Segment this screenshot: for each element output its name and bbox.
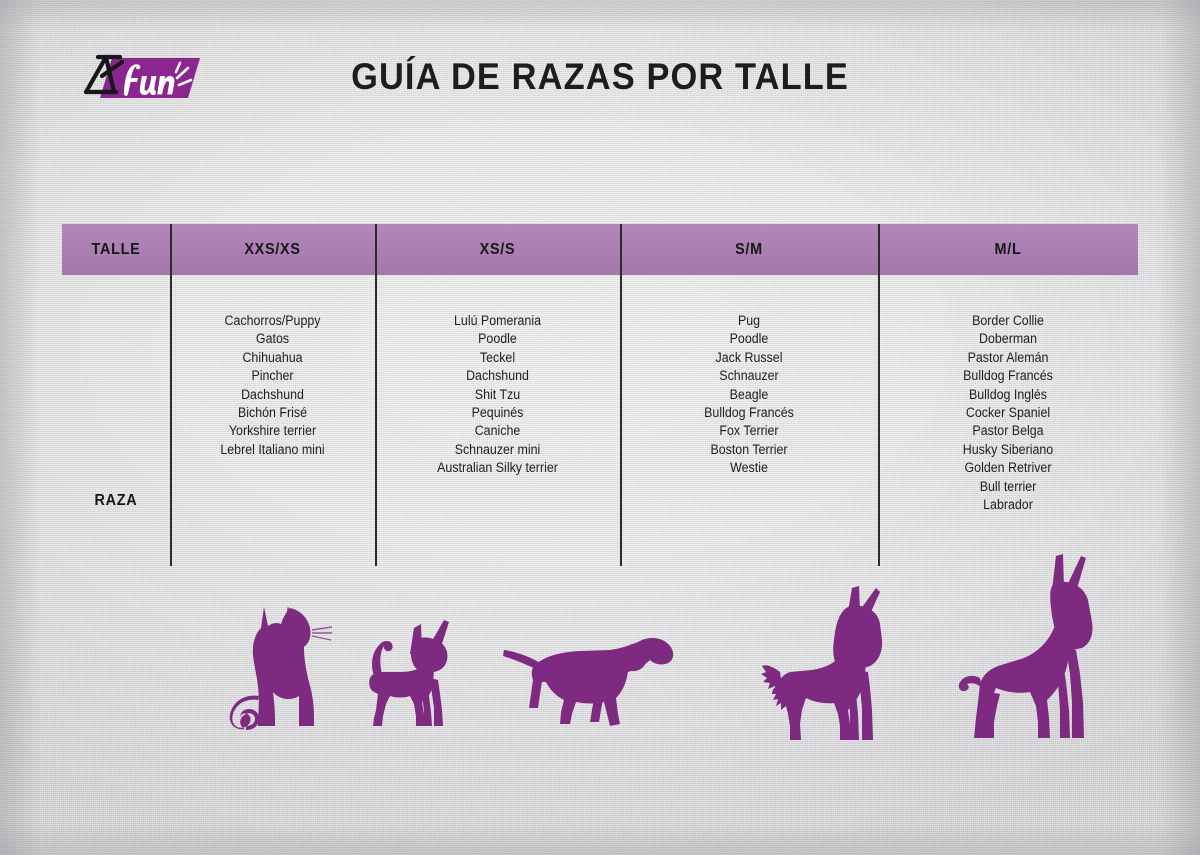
breed-item: Dachshund (466, 368, 529, 384)
breed-list-m-l: Border Collie Doberman Pastor Alemán Bulldo… (888, 312, 1127, 514)
row-label-raza: RAZA (94, 492, 138, 509)
breed-item: Jack Russel (715, 349, 783, 365)
breed-item: Labrador (983, 497, 1033, 513)
breed-item: Caniche (474, 423, 521, 439)
breed-item: Lebrel Italiano mini (220, 441, 325, 457)
breed-item: Bulldog Francés (963, 368, 1053, 384)
breed-item: Golden Retriver (964, 460, 1052, 476)
header-cell-xs-s: XS/S (479, 240, 516, 258)
breed-item: Pastor Alemán (967, 349, 1049, 365)
breed-item: Pastor Belga (972, 423, 1044, 439)
header-cell-talle: TALLE (91, 240, 141, 258)
breed-item: Australian Silky terrier (437, 460, 558, 476)
column-divider-2 (375, 224, 377, 566)
breed-item: Poodle (729, 331, 769, 347)
breed-list-xs-s: Lulú Pomerania Poodle Teckel Dachshund Shit … (385, 312, 610, 514)
size-header-bar: TALLE XXS/XS XS/S S/M M/L (62, 224, 1138, 275)
cat-silhouette (228, 600, 338, 730)
breed-item: Poodle (478, 331, 517, 347)
breed-item: Boston Terrier (710, 441, 788, 457)
breed-item: Fox Terrier (719, 423, 779, 439)
xv-fun-logo[interactable] (76, 48, 212, 106)
column-divider-4 (878, 224, 880, 566)
breed-item: Pincher (251, 368, 294, 384)
breed-item: Bulldog Inglés (968, 386, 1048, 402)
breed-list-s-m: Pug Poodle Jack Russel Schnauzer Beagle Bulld… (630, 312, 867, 514)
breed-item: Westie (730, 460, 768, 476)
column-divider-1 (170, 224, 172, 566)
schnauzer-silhouette (760, 582, 886, 742)
breed-item: Pug (737, 313, 761, 328)
breed-item: Doberman (979, 331, 1037, 347)
breed-item: Chihuahua (242, 349, 303, 365)
breed-item: Bichón Frisé (237, 405, 308, 421)
breed-item: Husky Siberiano (962, 441, 1054, 457)
breed-item: Cachorros/Puppy (224, 313, 321, 328)
breed-item: Beagle (729, 386, 769, 402)
breed-item: Yorkshire terrier (228, 423, 317, 439)
great-dane-silhouette (952, 552, 1102, 742)
breed-columns: Cachorros/Puppy Gatos Chihuahua Pincher Dach… (170, 312, 1138, 514)
breed-item: Dachshund (241, 386, 304, 402)
page-title: GUÍA DE RAZAS POR TALLE (351, 56, 849, 97)
breed-item: Bull terrier (979, 478, 1037, 494)
breed-item: Border Collie (972, 313, 1044, 328)
breed-item: Schnauzer (719, 368, 779, 384)
breed-item: Shit Tzu (474, 386, 521, 402)
header-cell-m-l: M/L (994, 240, 1022, 258)
breed-item: Teckel (479, 349, 516, 365)
breed-list-xxs-xs: Cachorros/Puppy Gatos Chihuahua Pincher Dach… (178, 312, 367, 514)
breed-item: Cocker Spaniel (965, 405, 1051, 421)
breed-item: Pequinés (471, 405, 524, 421)
breed-item: Lulú Pomerania (454, 313, 541, 328)
chihuahua-silhouette (348, 608, 453, 728)
silhouette-row (0, 540, 1200, 780)
breed-item: Bulldog Francés (704, 405, 794, 421)
header-cell-xxs-xs: XXS/XS (244, 240, 301, 258)
dachshund-silhouette (498, 630, 678, 730)
header-cell-s-m: S/M (735, 240, 763, 258)
breed-item: Schnauzer mini (454, 441, 541, 457)
breed-item: Gatos (255, 331, 290, 347)
column-divider-3 (620, 224, 622, 566)
